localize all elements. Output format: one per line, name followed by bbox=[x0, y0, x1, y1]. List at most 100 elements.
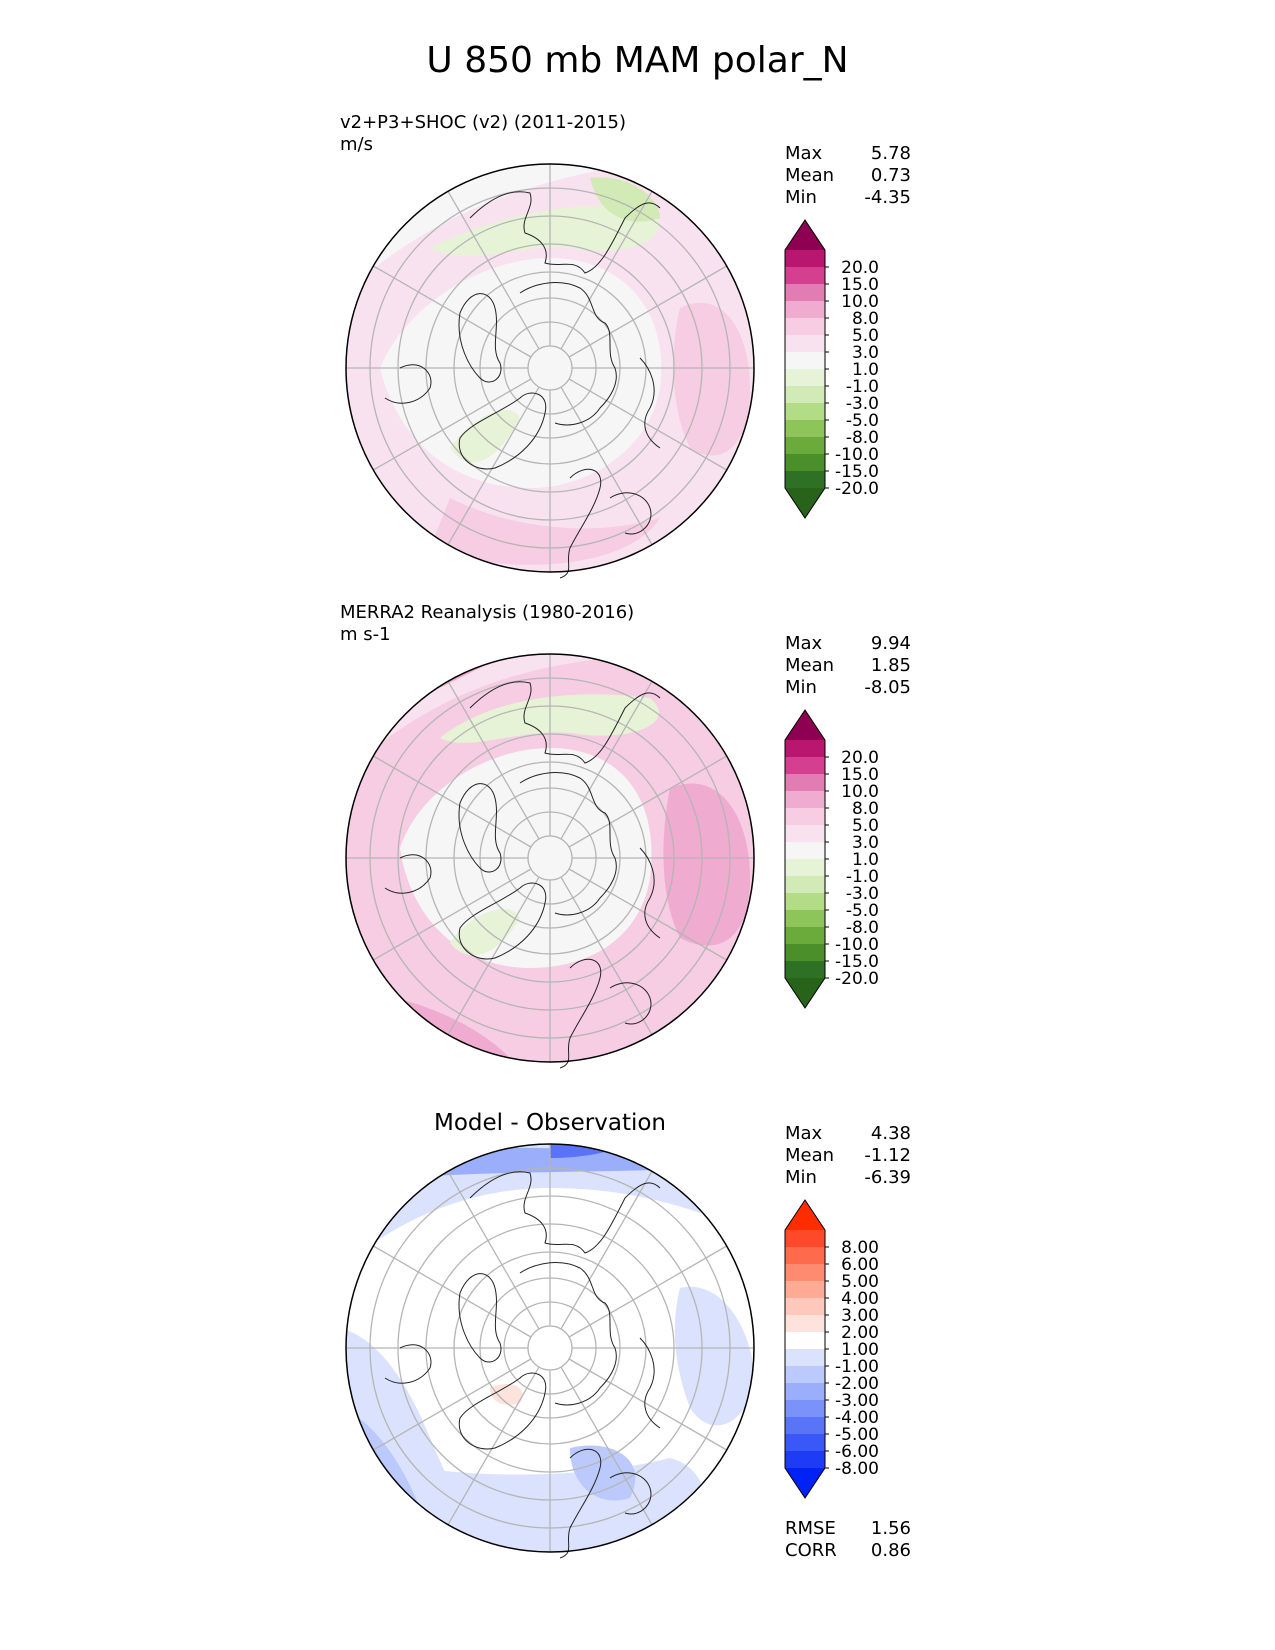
panel1-colorbar-tick-label: -15.0 bbox=[835, 462, 879, 482]
panel3-colorbar-extend-top bbox=[785, 1200, 825, 1230]
panel2-colorbar-segment bbox=[785, 876, 825, 893]
panel1-mean-value: 0.73 bbox=[870, 165, 911, 186]
panel3-colorbar-tick-label: -2.00 bbox=[835, 1374, 879, 1394]
panel2-mean-value: 1.85 bbox=[870, 655, 911, 676]
panel1-colorbar-segment bbox=[785, 267, 825, 284]
panel1-title: v2+P3+SHOC (v2) (2011-2015) bbox=[340, 112, 627, 133]
panel2-colorbar-tick-label: -5.0 bbox=[846, 901, 879, 921]
panel2-colorbar-segment bbox=[785, 944, 825, 961]
panel2-colorbar: 20.015.010.08.05.03.01.0-1.0-3.0-5.0-8.0… bbox=[784, 709, 879, 1009]
panel1-colorbar-tick-label: 1.0 bbox=[852, 360, 879, 380]
panel2-colorbar-tick-label: -10.0 bbox=[835, 935, 879, 955]
panel2-min-value: -8.05 bbox=[864, 677, 911, 698]
meridian-line bbox=[560, 681, 653, 840]
panel3-colorbar-segment bbox=[785, 1383, 825, 1400]
panel2-colorbar-segment bbox=[785, 808, 825, 825]
panel3-field-red-patch bbox=[490, 1383, 523, 1405]
coastline bbox=[384, 364, 432, 404]
panel3-colorbar-segment bbox=[785, 1349, 825, 1366]
panel1-title-block: v2+P3+SHOC (v2) (2011-2015) m/s bbox=[340, 112, 626, 156]
panel3-colorbar-segment bbox=[785, 1298, 825, 1315]
meridian-line bbox=[373, 1245, 532, 1338]
panel1-colorbar-extend-bottom bbox=[785, 488, 825, 518]
panel1-field-pink-atlantic bbox=[430, 498, 660, 565]
panel3-colorbar-segment bbox=[785, 1230, 825, 1247]
panel1-colorbar-segment bbox=[785, 335, 825, 352]
panel2-polar-map bbox=[345, 653, 755, 1069]
panel2-colorbar-segment bbox=[785, 825, 825, 842]
panel2-field-green-greenland bbox=[450, 908, 520, 956]
panel1-colorbar-segment bbox=[785, 471, 825, 488]
panel2-map-boundary bbox=[345, 653, 755, 1063]
panel3-colorbar-tick-label: -3.00 bbox=[835, 1391, 879, 1411]
panel2-colorbar-tick-label: -20.0 bbox=[835, 969, 879, 989]
panel3-colorbar-segment bbox=[785, 1400, 825, 1417]
panel1-colorbar-segment bbox=[785, 420, 825, 437]
panel2-colorbar-segment bbox=[785, 927, 825, 944]
coastline bbox=[458, 1372, 547, 1450]
panel1-colorbar-tick-label: 10.0 bbox=[841, 292, 879, 312]
panel2-colorbar-segment bbox=[785, 859, 825, 876]
panel2-colorbar-tick-label: 5.0 bbox=[852, 816, 879, 836]
meridian-line bbox=[373, 868, 532, 961]
panel1-colorbar-segment bbox=[785, 369, 825, 386]
coastline bbox=[639, 1337, 661, 1429]
panel2-colorbar-tick-label: -3.0 bbox=[846, 884, 879, 904]
panel2-mean-label: Mean bbox=[785, 655, 835, 676]
panel3-field-blue-atlantic-core bbox=[570, 1445, 636, 1501]
panel2-colorbar-segment bbox=[785, 774, 825, 791]
panel3-field-blue-pacific bbox=[674, 1286, 754, 1426]
panel3-colorbar-segment bbox=[785, 1366, 825, 1383]
panel3-colorbar-tick-label: 1.00 bbox=[841, 1340, 879, 1360]
panel2-max-value: 9.94 bbox=[870, 633, 911, 654]
coastline bbox=[384, 854, 432, 894]
panel3-metrics: RMSE 1.56 CORR 0.86 bbox=[785, 1518, 911, 1562]
panel1-colorbar-tick-label: 5.0 bbox=[852, 326, 879, 346]
panel1-colorbar-tick-label: 20.0 bbox=[841, 258, 879, 278]
panel3-colorbar: 8.006.005.004.003.002.001.00-1.00-2.00-3… bbox=[784, 1199, 879, 1499]
panel3-colorbar-tick-label: -8.00 bbox=[835, 1459, 879, 1479]
panel2-title: MERRA2 Reanalysis (1980-2016) bbox=[340, 602, 635, 623]
panel2-colorbar-segment bbox=[785, 791, 825, 808]
meridian-line bbox=[447, 1171, 540, 1330]
panel1-colorbar-segment bbox=[785, 250, 825, 267]
coastline bbox=[559, 468, 602, 579]
panel3-colorbar-segment bbox=[785, 1451, 825, 1468]
panel3-colorbar-extend-bottom bbox=[785, 1468, 825, 1498]
panel3-min-value: -6.39 bbox=[864, 1167, 911, 1188]
meridian-line bbox=[560, 876, 653, 1035]
panel1-field-green-greenland bbox=[450, 409, 520, 463]
meridian-line bbox=[560, 1171, 653, 1330]
panel2-title-block: MERRA2 Reanalysis (1980-2016) m s-1 bbox=[340, 602, 634, 646]
panel1-field-neutral-center bbox=[380, 258, 662, 488]
coastline bbox=[519, 282, 617, 426]
panel2-field-pink-pacific bbox=[663, 783, 750, 946]
coastline bbox=[458, 882, 547, 960]
meridian-line bbox=[447, 681, 540, 840]
meridian-line bbox=[568, 755, 727, 848]
panel3-colorbar-tick-label: -5.00 bbox=[835, 1425, 879, 1445]
meridian-line bbox=[447, 1366, 540, 1525]
panel1-colorbar-tick-label: 8.0 bbox=[852, 309, 879, 329]
panel1-units: m/s bbox=[340, 134, 373, 155]
panel3-title: Model - Observation bbox=[433, 1110, 667, 1136]
meridian-line bbox=[373, 755, 532, 848]
panel3-stats: Max 4.38 Mean -1.12 Min -6.39 bbox=[785, 1123, 911, 1189]
panel1-field-green-band bbox=[430, 205, 659, 256]
meridian-line bbox=[447, 191, 540, 350]
meridian-line bbox=[447, 386, 540, 545]
panel1-colorbar-segment bbox=[785, 318, 825, 335]
figure-title: U 850 mb MAM polar_N bbox=[426, 40, 849, 81]
panel1-colorbar-tick-label: -8.0 bbox=[846, 428, 879, 448]
meridian-line bbox=[560, 1366, 653, 1525]
panel1-colorbar-tick-label: 15.0 bbox=[841, 275, 879, 295]
panel3-colorbar-tick-label: 2.00 bbox=[841, 1323, 879, 1343]
meridian-line bbox=[447, 876, 540, 1035]
panel2-colorbar-extend-bottom bbox=[785, 978, 825, 1008]
coastline bbox=[384, 1344, 432, 1384]
panel1-max-label: Max bbox=[785, 143, 823, 164]
panel2-colorbar-extend-top bbox=[785, 710, 825, 740]
panel3-rmse-value: 1.56 bbox=[870, 1518, 911, 1539]
panel2-units: m s-1 bbox=[340, 624, 391, 645]
panel3-mean-value: -1.12 bbox=[864, 1145, 911, 1166]
